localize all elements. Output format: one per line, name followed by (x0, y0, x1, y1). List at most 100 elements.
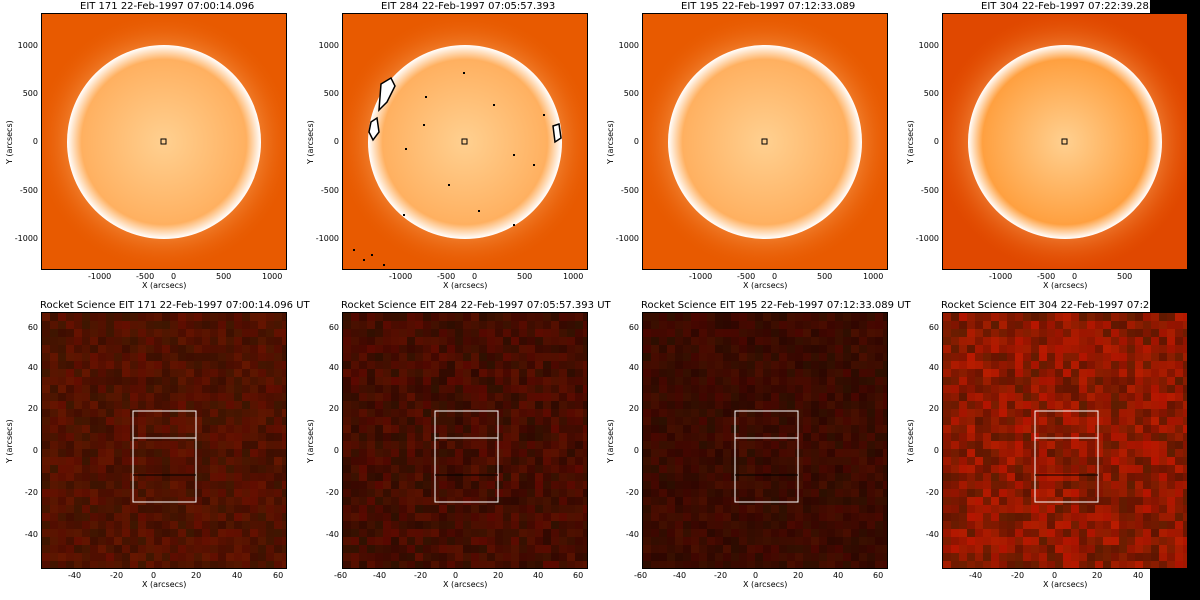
image-pixel (519, 553, 527, 561)
image-pixel (250, 425, 258, 433)
image-pixel (835, 313, 843, 321)
image-pixel (186, 425, 194, 433)
image-pixel (226, 441, 234, 449)
image-pixel (707, 337, 715, 345)
image-pixel (383, 545, 391, 553)
image-pixel (699, 409, 707, 417)
image-pixel (423, 529, 431, 537)
image-pixel (551, 377, 559, 385)
image-pixel (1103, 417, 1111, 425)
image-pixel (959, 441, 967, 449)
image-pixel (226, 545, 234, 553)
image-pixel (651, 505, 659, 513)
image-pixel (1135, 337, 1143, 345)
image-pixel (242, 425, 250, 433)
image-pixel (455, 537, 463, 545)
image-pixel (210, 377, 218, 385)
image-pixel (527, 561, 535, 568)
image-pixel (827, 337, 835, 345)
image-pixel (383, 313, 391, 321)
image-pixel (162, 465, 170, 473)
image-pixel (162, 553, 170, 561)
image-pixel (154, 489, 162, 497)
image-pixel (42, 521, 50, 529)
image-pixel (1159, 465, 1167, 473)
image-pixel (1135, 553, 1143, 561)
image-pixel (367, 353, 375, 361)
image-pixel (519, 345, 527, 353)
image-pixel (178, 409, 186, 417)
image-pixel (343, 369, 351, 377)
image-pixel (527, 545, 535, 553)
image-pixel (282, 545, 286, 553)
image-pixel (1167, 417, 1175, 425)
image-pixel (74, 457, 82, 465)
image-pixel (98, 441, 106, 449)
image-pixel (74, 441, 82, 449)
image-pixel (367, 345, 375, 353)
image-pixel (683, 529, 691, 537)
image-pixel (351, 393, 359, 401)
image-pixel (659, 553, 667, 561)
image-pixel (771, 393, 779, 401)
image-pixel (194, 433, 202, 441)
image-pixel (42, 369, 50, 377)
image-pixel (1047, 513, 1055, 521)
image-pixel (819, 361, 827, 369)
image-pixel (883, 505, 887, 513)
image-pixel (1095, 497, 1103, 505)
image-pixel (50, 425, 58, 433)
image-pixel (114, 345, 122, 353)
image-pixel (162, 393, 170, 401)
image-pixel (122, 417, 130, 425)
image-pixel (1071, 561, 1079, 568)
image-pixel (755, 377, 763, 385)
y-tick-label: 20 (928, 404, 939, 413)
image-pixel (106, 353, 114, 361)
image-pixel (675, 457, 683, 465)
image-pixel (282, 313, 286, 321)
image-pixel (811, 313, 819, 321)
image-pixel (202, 449, 210, 457)
image-pixel (1015, 345, 1023, 353)
image-pixel (1015, 553, 1023, 561)
image-pixel (218, 481, 226, 489)
image-pixel (439, 329, 447, 337)
image-pixel (1015, 321, 1023, 329)
image-pixel (375, 337, 383, 345)
image-pixel (130, 513, 138, 521)
image-pixel (1071, 353, 1079, 361)
image-pixel (503, 497, 511, 505)
image-pixel (1039, 489, 1047, 497)
image-pixel (819, 353, 827, 361)
image-pixel (747, 385, 755, 393)
image-pixel (803, 433, 811, 441)
image-pixel (503, 321, 511, 329)
image-pixel (867, 329, 875, 337)
image-pixel (827, 345, 835, 353)
image-pixel (827, 313, 835, 321)
image-pixel (755, 401, 763, 409)
image-pixel (242, 521, 250, 529)
x-tick-label: 40 (1133, 571, 1144, 580)
image-pixel (859, 513, 867, 521)
image-pixel (146, 377, 154, 385)
image-pixel (202, 329, 210, 337)
image-pixel (455, 441, 463, 449)
image-pixel (723, 449, 731, 457)
image-pixel (975, 561, 983, 568)
image-pixel (1111, 529, 1119, 537)
image-pixel (391, 449, 399, 457)
image-pixel (210, 401, 218, 409)
image-pixel (755, 345, 763, 353)
image-pixel (122, 393, 130, 401)
image-pixel (351, 481, 359, 489)
image-pixel (1079, 409, 1087, 417)
image-pixel (455, 313, 463, 321)
image-pixel (835, 329, 843, 337)
image-pixel (843, 561, 851, 568)
image-pixel (535, 433, 543, 441)
image-pixel (487, 401, 495, 409)
image-pixel (463, 497, 471, 505)
image-pixel (186, 337, 194, 345)
